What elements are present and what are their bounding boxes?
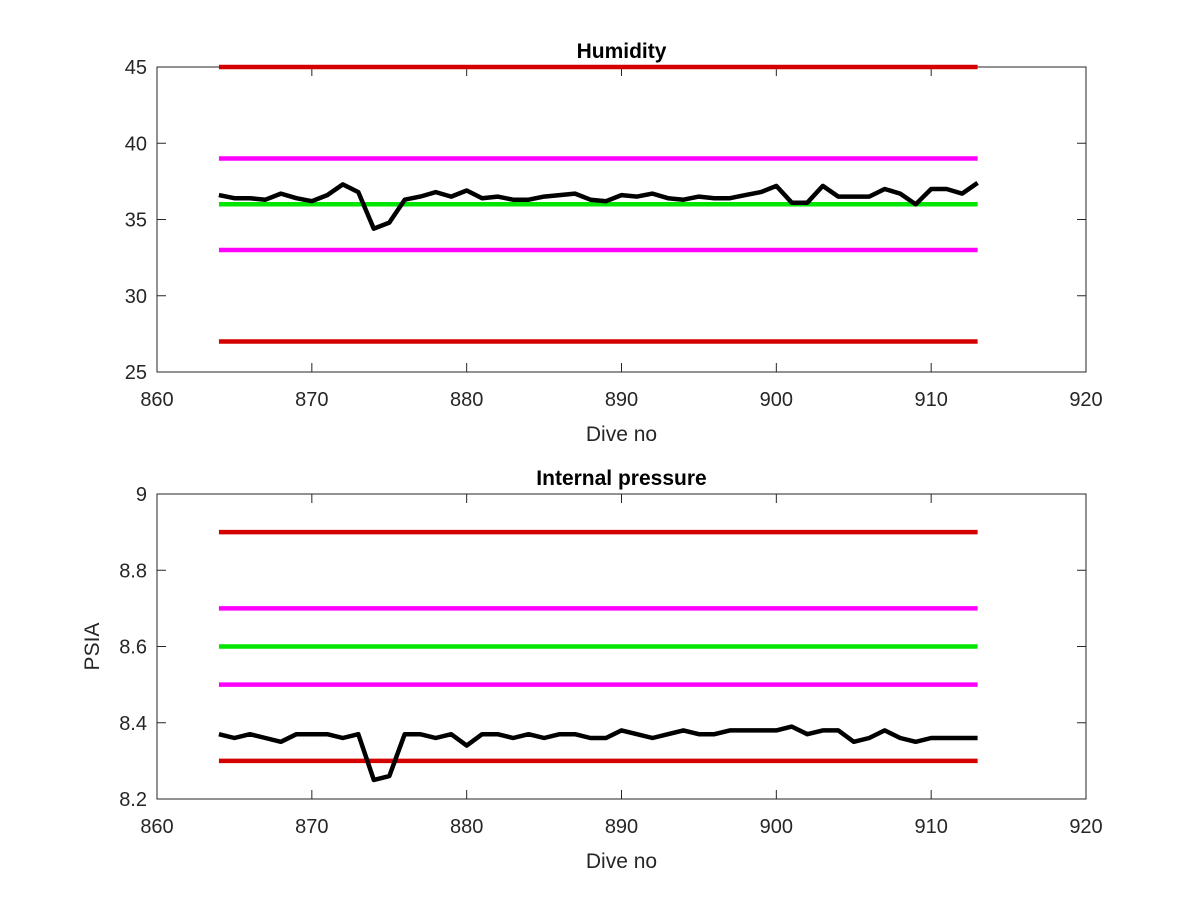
x-tick-label: 890: [605, 816, 638, 838]
x-tick-label: 900: [760, 389, 793, 411]
x-tick-label: 870: [295, 816, 328, 838]
x-axis-label: Dive no: [586, 423, 657, 446]
y-tick-label: 35: [125, 210, 147, 232]
x-tick-label: 910: [914, 389, 947, 411]
x-tick-label: 870: [295, 389, 328, 411]
x-tick-label: 910: [914, 816, 947, 838]
data-series-line-1: [218, 181, 979, 231]
y-tick-label: 8.4: [119, 713, 147, 735]
x-axis-label: Dive no: [586, 850, 657, 873]
y-tick-label: 8.6: [119, 637, 147, 659]
chart-title: Humidity: [577, 40, 667, 63]
x-tick-label: 880: [450, 389, 483, 411]
x-tick-label: 890: [605, 389, 638, 411]
x-tick-label: 880: [450, 816, 483, 838]
y-tick-label: 8.2: [119, 789, 147, 811]
y-tick-label: 40: [125, 133, 147, 155]
x-tick-label: 860: [140, 816, 173, 838]
x-tick-label: 860: [140, 389, 173, 411]
x-tick-label: 900: [760, 816, 793, 838]
y-tick-label: 45: [125, 57, 147, 79]
y-tick-label: 9: [136, 484, 147, 506]
x-tick-label: 920: [1069, 816, 1102, 838]
y-tick-label: 8.8: [119, 560, 147, 582]
data-series-line-1: [218, 724, 978, 783]
chart-title: Internal pressure: [536, 467, 706, 490]
y-tick-label: 25: [125, 362, 147, 384]
y-axis-label: PSIA: [81, 623, 104, 671]
y-tick-label: 30: [125, 286, 147, 308]
x-tick-label: 920: [1069, 389, 1102, 411]
